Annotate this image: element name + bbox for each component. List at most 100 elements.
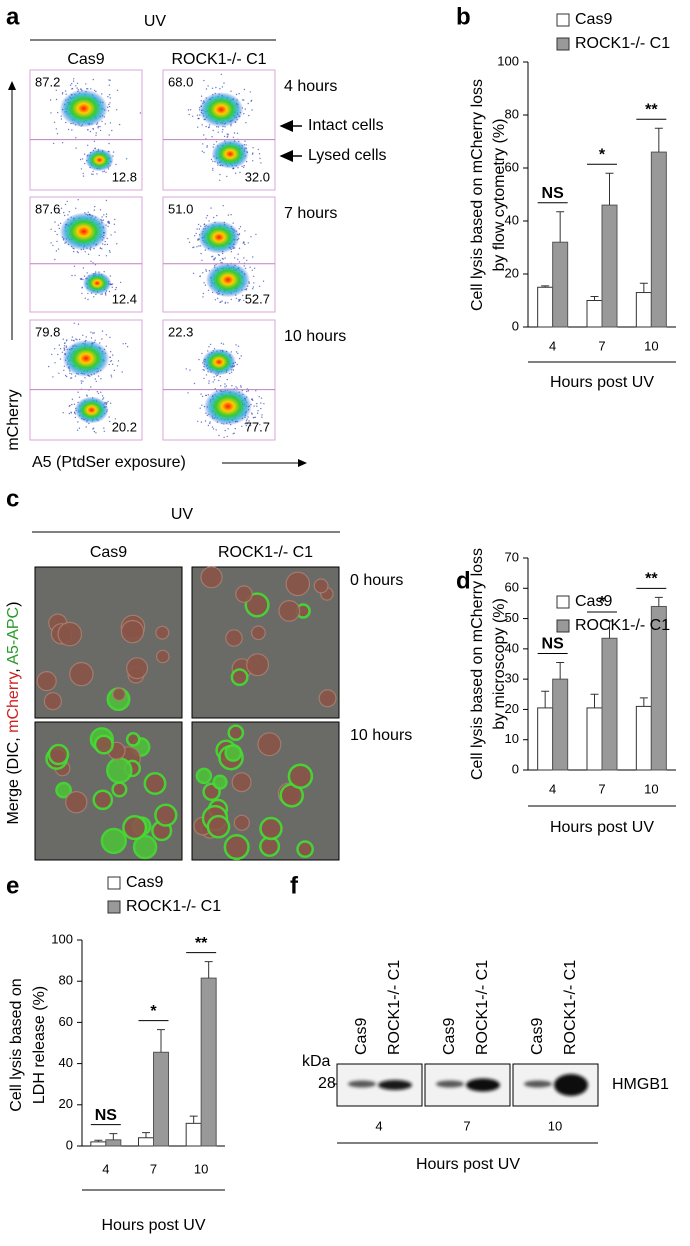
event-dot	[249, 91, 251, 93]
event-dot	[234, 257, 236, 259]
event-dot	[207, 350, 209, 352]
event-dot	[245, 424, 248, 427]
event-dot	[110, 374, 112, 376]
event-dot	[248, 420, 250, 422]
event-dot	[54, 230, 56, 233]
micrograph	[191, 566, 340, 719]
y-tick-label: 50	[505, 610, 519, 625]
event-dot	[86, 88, 88, 90]
event-dot	[256, 405, 258, 407]
event-dot	[230, 371, 233, 373]
event-dot	[89, 130, 92, 133]
event-dot	[99, 129, 102, 132]
event-dot	[263, 403, 265, 405]
event-dot	[252, 147, 254, 149]
event-dot	[106, 237, 108, 240]
event-dot	[246, 418, 248, 420]
error-bar	[556, 661, 565, 680]
event-dot	[109, 97, 112, 99]
event-dot	[236, 363, 238, 366]
event-dot	[71, 403, 73, 406]
event-dot	[105, 216, 108, 218]
y-tick-label: 0	[512, 761, 519, 776]
bar	[138, 1137, 154, 1147]
quadrant-bottom: 12.8	[112, 169, 137, 184]
event-dot	[106, 243, 109, 246]
event-dot	[92, 427, 95, 429]
event-dot	[100, 378, 102, 380]
event-dot	[74, 274, 76, 277]
event-dot	[223, 82, 225, 84]
event-dot	[108, 250, 111, 252]
event-dot	[198, 245, 200, 247]
y-label: Cell lysis based on mCherry loss	[469, 79, 486, 311]
event-dot	[200, 252, 202, 255]
error-bar	[157, 1029, 165, 1053]
cell	[122, 815, 148, 841]
event-dot	[260, 407, 262, 410]
event-dot	[259, 157, 261, 160]
event-dot	[77, 323, 80, 325]
event-dot	[211, 136, 213, 138]
event-dot	[188, 113, 190, 116]
event-dot	[243, 113, 245, 115]
event-dot	[208, 380, 210, 382]
event-dot	[94, 378, 97, 380]
event-dot	[205, 394, 207, 397]
event-dot	[94, 339, 96, 341]
event-dot	[73, 340, 75, 342]
cell	[93, 734, 114, 755]
event-dot	[69, 84, 72, 86]
event-dot	[221, 86, 224, 88]
event-dot	[92, 173, 94, 175]
marker: 28	[318, 1075, 336, 1092]
event-dot	[208, 382, 210, 384]
event-dot	[251, 269, 253, 271]
event-dot	[121, 371, 123, 373]
event-dot	[202, 296, 204, 298]
event-dot	[245, 420, 248, 422]
time-label: 4 hours	[284, 78, 337, 95]
event-dot	[209, 343, 212, 346]
event-dot	[226, 435, 228, 438]
legend-label: Cas9	[575, 11, 612, 28]
event-dot	[227, 214, 230, 216]
cell	[278, 600, 301, 622]
error-bar	[590, 693, 599, 708]
header: UV	[144, 13, 167, 30]
density	[211, 139, 249, 169]
event-dot	[108, 105, 111, 108]
event-dot	[102, 243, 104, 245]
event-dot	[93, 89, 96, 92]
event-dot	[220, 73, 222, 76]
event-dot	[73, 250, 75, 253]
y-label: mCherry	[5, 389, 22, 450]
event-dot	[192, 272, 195, 274]
event-dot	[93, 140, 96, 142]
event-dot	[107, 400, 109, 403]
event-dot	[226, 378, 228, 381]
event-dot	[48, 365, 50, 368]
event-dot	[243, 165, 245, 167]
x-tick-label: 4	[549, 338, 556, 353]
event-dot	[213, 379, 216, 381]
event-dot	[244, 108, 246, 110]
flow-plot	[29, 196, 143, 313]
error-bar	[142, 1132, 150, 1138]
event-dot	[105, 294, 107, 296]
significance: NS	[542, 185, 565, 202]
event-dot	[206, 145, 208, 147]
panel-label: a	[6, 3, 20, 30]
x-label: A5 (PtdSer exposure)	[32, 454, 186, 471]
significance: *	[150, 1003, 157, 1020]
density	[74, 396, 109, 424]
y-tick-label: 0	[512, 318, 519, 333]
event-dot	[108, 134, 110, 136]
quadrant-top: 87.6	[35, 201, 60, 216]
event-dot	[205, 270, 208, 272]
quadrant-bottom: 77.7	[245, 419, 270, 434]
bar	[200, 977, 217, 1147]
event-dot	[203, 79, 205, 82]
event-dot	[198, 358, 200, 361]
event-dot	[210, 207, 212, 209]
